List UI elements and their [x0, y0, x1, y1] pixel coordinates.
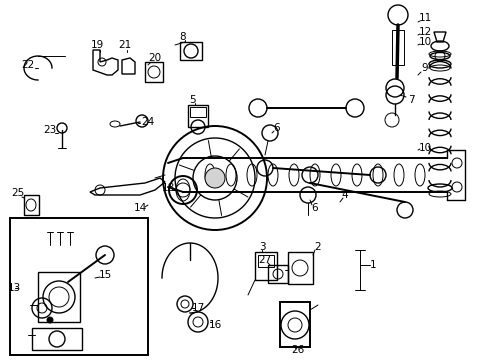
Text: 11: 11 — [418, 13, 431, 23]
Text: 10: 10 — [418, 37, 431, 47]
Bar — [32, 328, 82, 350]
Text: 19: 19 — [90, 40, 103, 50]
Text: 15: 15 — [98, 270, 111, 280]
Text: 1: 1 — [369, 260, 376, 270]
Text: 14: 14 — [133, 203, 146, 213]
Text: 16: 16 — [208, 320, 221, 330]
Bar — [10, 218, 148, 355]
Text: 8: 8 — [179, 32, 186, 42]
Bar — [24, 195, 39, 215]
Text: 27: 27 — [258, 255, 271, 265]
Text: 9: 9 — [421, 63, 427, 73]
Bar — [287, 252, 312, 284]
Bar — [187, 105, 207, 127]
Bar — [145, 62, 163, 82]
Bar — [180, 42, 202, 60]
Text: 22: 22 — [21, 60, 35, 70]
Bar — [258, 255, 273, 267]
Bar — [254, 252, 276, 280]
Text: 7: 7 — [407, 95, 413, 105]
Circle shape — [204, 168, 224, 188]
Text: 17: 17 — [191, 303, 204, 313]
Text: 20: 20 — [148, 53, 161, 63]
Text: 5: 5 — [189, 95, 196, 105]
Bar — [391, 30, 403, 65]
Text: 18: 18 — [161, 183, 174, 193]
Text: 13: 13 — [8, 283, 21, 293]
Text: 2: 2 — [314, 242, 321, 252]
Text: 21: 21 — [118, 40, 131, 50]
Text: 10: 10 — [418, 143, 431, 153]
Bar — [38, 272, 80, 322]
Text: 24: 24 — [141, 117, 154, 127]
Text: 12: 12 — [418, 27, 431, 37]
Circle shape — [47, 317, 53, 323]
Text: 6: 6 — [273, 123, 280, 133]
Text: 25: 25 — [11, 188, 24, 198]
Text: 26: 26 — [291, 345, 304, 355]
Text: 3: 3 — [258, 242, 265, 252]
Bar — [267, 265, 287, 283]
Text: 23: 23 — [43, 125, 57, 135]
Text: 4: 4 — [341, 190, 347, 200]
Text: 6: 6 — [311, 203, 318, 213]
Bar — [280, 302, 309, 347]
Bar — [190, 107, 205, 117]
